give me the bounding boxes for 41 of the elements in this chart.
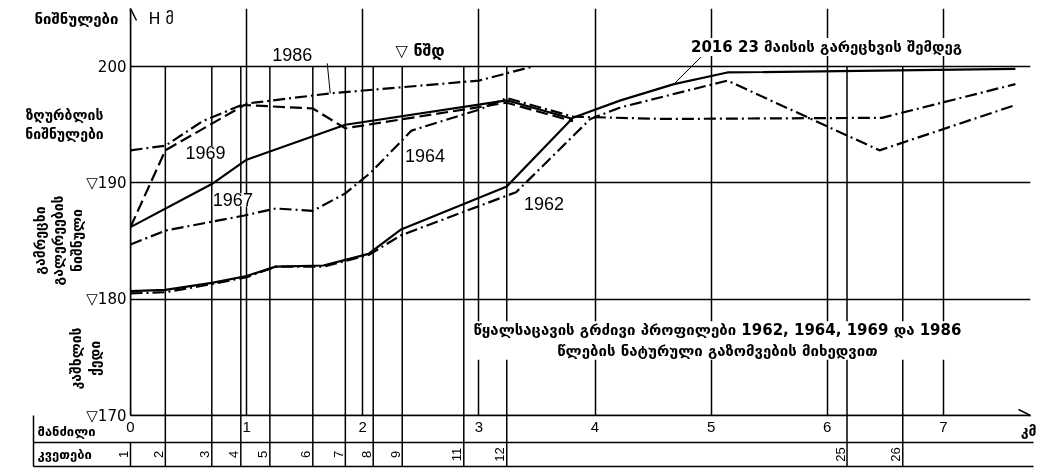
series-label: 1962 [524, 193, 565, 214]
text: გამრეცხი გალერეების ნიშნული [32, 195, 85, 286]
series-label: 2016 23 მაისის გარეცხვის შემდეგ [690, 38, 963, 57]
series-label: 1969 [185, 143, 226, 164]
y-axis-title: ნიშნულები [34, 9, 119, 28]
text: 3 [197, 450, 213, 459]
x-axis-title: მანძილი [37, 424, 96, 439]
x-tick-label: 7 [939, 417, 948, 435]
y-tick-label: 200 [97, 57, 127, 76]
text: 7 [330, 450, 346, 459]
series-label: 1967 [212, 190, 253, 211]
text: 6 [298, 450, 314, 459]
text: კმ [1020, 422, 1037, 439]
text: 5 [255, 450, 271, 459]
x-tick-label: 5 [706, 417, 716, 435]
series-label: 1964 [404, 146, 445, 167]
annotation: წყალსაცავის გრძივი პროფილები 1962, 1964, 1969 და 1986 წლების ნატურული გაზომვების მიხედვით [473, 321, 962, 360]
annotation: H მ [148, 9, 174, 28]
text: 4 [226, 450, 242, 459]
x-tick-label: 0 [126, 417, 135, 435]
series-label: 1986 [272, 44, 313, 65]
x-tick-label: 6 [823, 417, 832, 435]
annotation: ▽ ნშდ [395, 41, 445, 60]
text: 8 [358, 450, 374, 459]
x-tick-label: 1 [242, 417, 251, 435]
text: 25 [832, 447, 848, 462]
text: 26 [888, 447, 904, 462]
text: 11 [449, 447, 465, 462]
text: კაშხლის ქედი [68, 327, 103, 390]
text: 12 [492, 447, 508, 462]
text: ზღურბლის ნიშნულები [25, 107, 104, 142]
text: 2 [150, 450, 166, 459]
x-tick-label: 3 [474, 417, 484, 435]
text: 1 [116, 450, 131, 459]
text: 9 [387, 450, 403, 459]
y-tick-label: ▽190 [86, 173, 127, 192]
text: კვეთები [37, 447, 92, 462]
y-tick-label: ▽180 [86, 290, 127, 309]
x-tick-label: 2 [358, 417, 367, 435]
x-tick-label: 4 [590, 417, 600, 435]
y-tick-label: ▽170 [86, 406, 127, 425]
